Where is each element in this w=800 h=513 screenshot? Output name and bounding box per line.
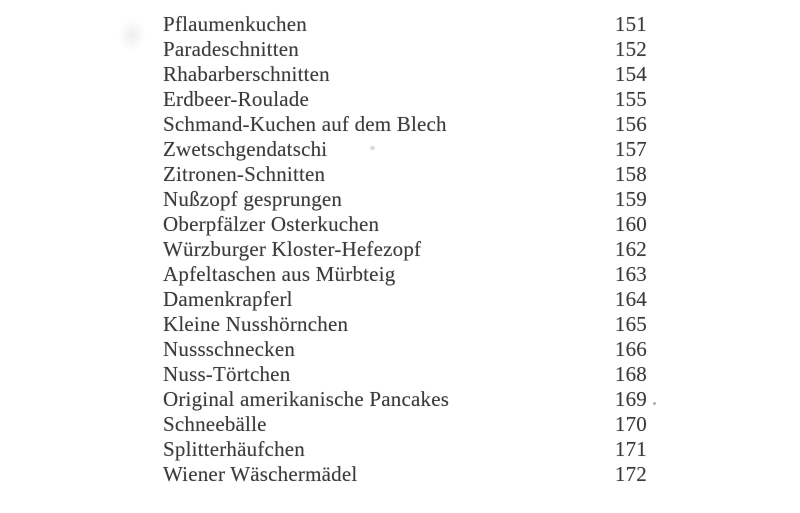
toc-entry-title: Schmand-Kuchen auf dem Blech xyxy=(163,112,447,136)
toc-entry-page: 160 xyxy=(614,212,647,236)
toc-entry-page: 165 xyxy=(614,312,647,336)
toc-row: Erdbeer-Roulade 155 xyxy=(163,87,647,112)
toc-row: Nussschnecken 166 xyxy=(163,337,647,362)
toc-row: Wiener Wäschermädel 172 xyxy=(163,462,647,487)
toc-row: Zwetschgendatschi 157 xyxy=(163,137,647,162)
toc-row: Damenkrapferl 164 xyxy=(163,287,647,312)
toc-entry-title: Würzburger Kloster-Hefezopf xyxy=(163,237,422,261)
toc-entry-title: Rhabarberschnitten xyxy=(163,62,330,86)
toc-list: Pflaumenkuchen 151 Paradeschnitten 152 R… xyxy=(163,12,647,487)
toc-entry-title: Damenkrapferl xyxy=(163,287,293,311)
toc-entry-title: Nussschnecken xyxy=(163,337,296,361)
toc-row: Oberpfälzer Osterkuchen 160 xyxy=(163,212,647,237)
toc-entry-title: Apfeltaschen aus Mürbteig xyxy=(163,262,396,286)
toc-entry-title: Kleine Nusshörnchen xyxy=(163,312,349,336)
toc-entry-page: 156 xyxy=(614,112,647,136)
scan-artifact xyxy=(653,402,656,405)
toc-row: Rhabarberschnitten 154 xyxy=(163,62,647,87)
toc-row: Original amerikanische Pancakes 169 xyxy=(163,387,647,412)
toc-entry-title: Zitronen-Schnitten xyxy=(163,162,326,186)
toc-entry-title: Erdbeer-Roulade xyxy=(163,87,310,111)
toc-row: Würzburger Kloster-Hefezopf 162 xyxy=(163,237,647,262)
toc-entry-title: Zwetschgendatschi xyxy=(163,137,328,161)
scan-artifact xyxy=(112,12,152,58)
toc-entry-title: Splitterhäufchen xyxy=(163,437,305,461)
toc-entry-title: Pflaumenkuchen xyxy=(163,12,307,36)
toc-row: Zitronen-Schnitten 158 xyxy=(163,162,647,187)
toc-entry-title: Schneebälle xyxy=(163,412,267,436)
toc-entry-page: 155 xyxy=(614,87,647,111)
toc-entry-page: 169 xyxy=(614,387,647,411)
toc-entry-page: 163 xyxy=(614,262,647,286)
toc-entry-title: Oberpfälzer Osterkuchen xyxy=(163,212,380,236)
toc-entry-page: 162 xyxy=(614,237,647,261)
toc-entry-title: Wiener Wäschermädel xyxy=(163,462,358,486)
toc-entry-title: Nußzopf gesprungen xyxy=(163,187,343,211)
toc-entry-page: 157 xyxy=(614,137,647,161)
toc-row: Splitterhäufchen 171 xyxy=(163,437,647,462)
toc-row: Kleine Nusshörnchen 165 xyxy=(163,312,647,337)
toc-entry-page: 164 xyxy=(614,287,647,311)
toc-entry-page: 166 xyxy=(614,337,647,361)
toc-entry-page: 172 xyxy=(614,462,647,486)
toc-row: Nußzopf gesprungen 159 xyxy=(163,187,647,212)
toc-entry-page: 151 xyxy=(614,12,647,36)
toc-entry-page: 158 xyxy=(614,162,647,186)
toc-entry-page: 154 xyxy=(614,62,647,86)
toc-entry-title: Paradeschnitten xyxy=(163,37,299,61)
toc-row: Apfeltaschen aus Mürbteig 163 xyxy=(163,262,647,287)
toc-row: Schneebälle 170 xyxy=(163,412,647,437)
toc-entry-title: Nuss-Törtchen xyxy=(163,362,291,386)
toc-row: Pflaumenkuchen 151 xyxy=(163,12,647,37)
toc-entry-title: Original amerikanische Pancakes xyxy=(163,387,450,411)
toc-row: Paradeschnitten 152 xyxy=(163,37,647,62)
toc-row: Schmand-Kuchen auf dem Blech 156 xyxy=(163,112,647,137)
toc-entry-page: 159 xyxy=(614,187,647,211)
toc-entry-page: 168 xyxy=(614,362,647,386)
toc-entry-page: 170 xyxy=(614,412,647,436)
toc-entry-page: 152 xyxy=(614,37,647,61)
toc-entry-page: 171 xyxy=(614,437,647,461)
toc-row: Nuss-Törtchen 168 xyxy=(163,362,647,387)
